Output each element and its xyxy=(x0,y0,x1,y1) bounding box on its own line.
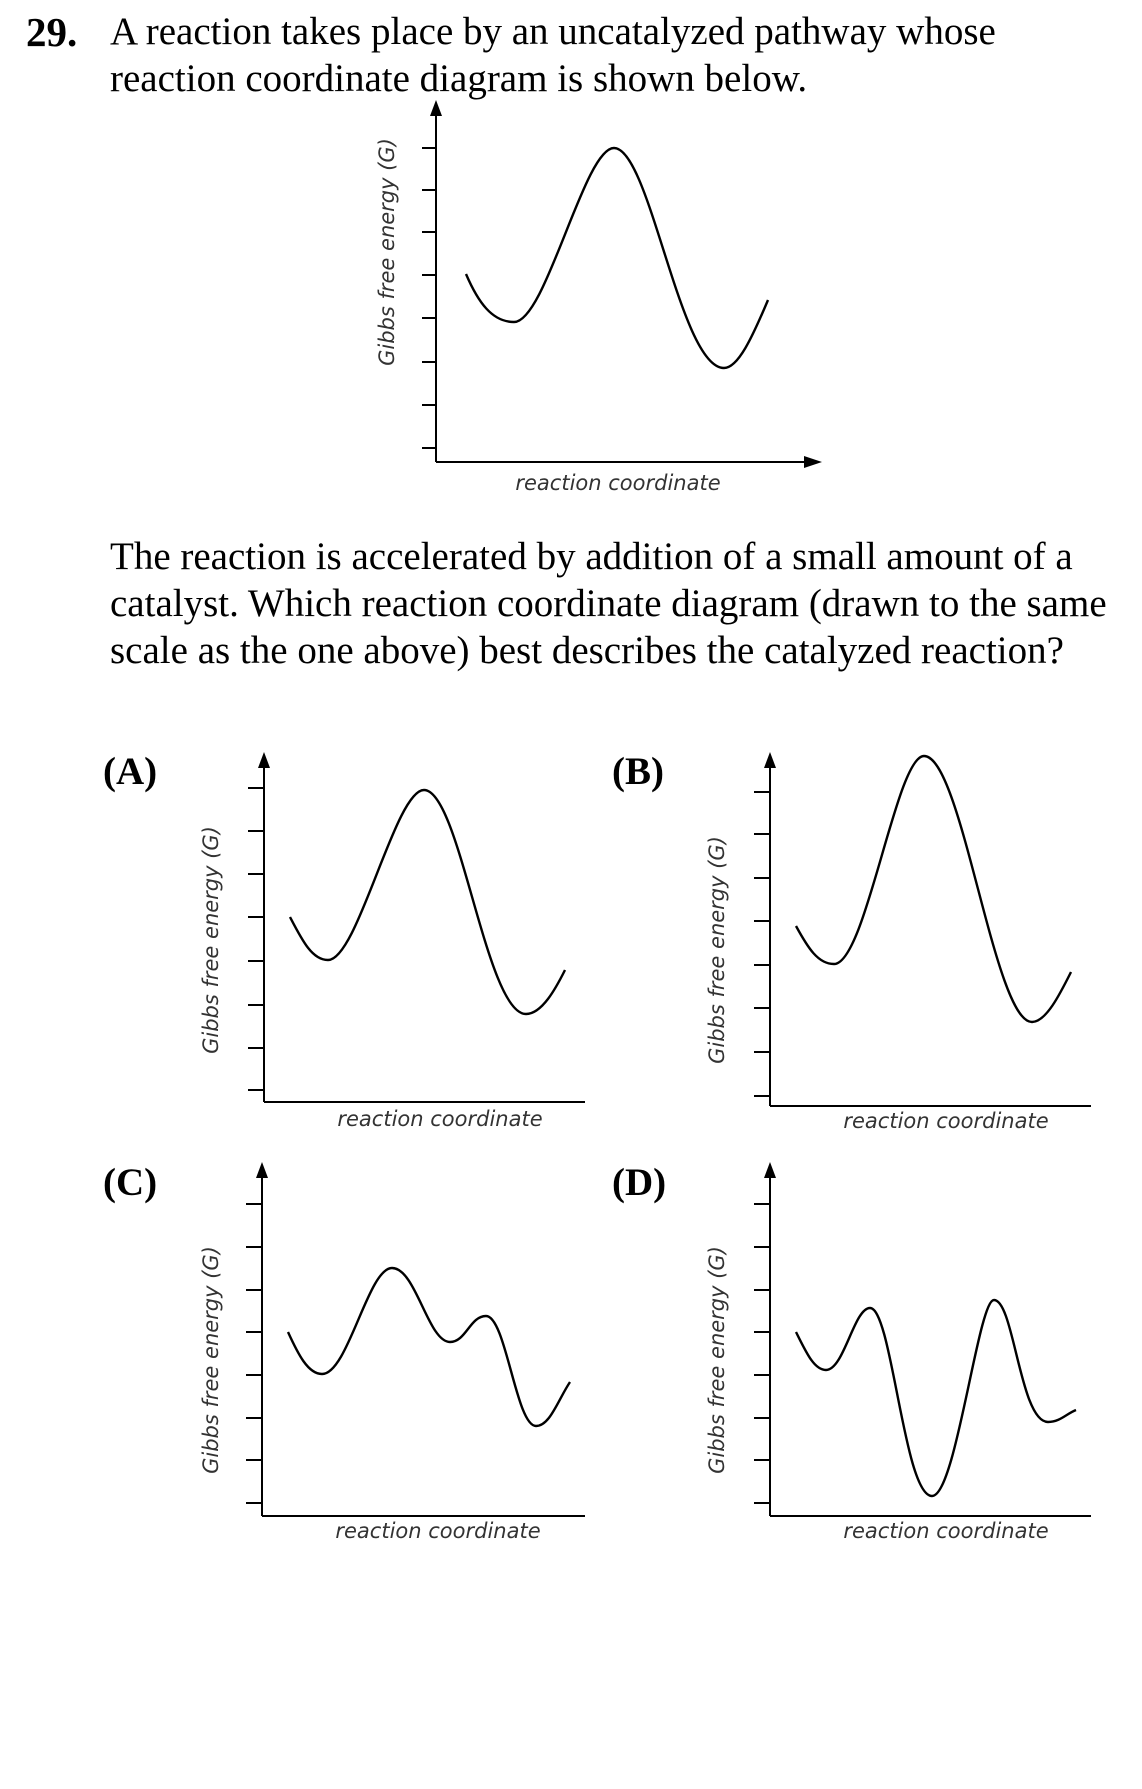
option-d-diagram: reaction coordinate Gibbs free energy (G… xyxy=(705,1162,1091,1543)
x-axis-label: reaction coordinate xyxy=(337,1107,542,1131)
y-axis-label: Gibbs free energy (G) xyxy=(705,1246,729,1474)
x-axis-label: reaction coordinate xyxy=(335,1519,540,1543)
energy-curve xyxy=(286,1266,571,1428)
option-c-diagram: reaction coordinate Gibbs free energy (G… xyxy=(199,1162,585,1543)
y-axis-arrow xyxy=(430,100,442,116)
x-axis-label: reaction coordinate xyxy=(515,471,720,495)
option-a-diagram: reaction coordinate Gibbs free energy (G… xyxy=(199,752,585,1131)
option-d-label: (D) xyxy=(612,1161,667,1204)
y-axis-label: Gibbs free energy (G) xyxy=(199,826,223,1054)
option-b-label: (B) xyxy=(612,750,664,793)
y-axis-label: Gibbs free energy (G) xyxy=(375,138,399,366)
energy-curve xyxy=(464,146,770,370)
x-axis-arrow xyxy=(804,456,822,468)
y-axis-label: Gibbs free energy (G) xyxy=(705,836,729,1064)
question-followup: The reaction is accelerated by addition … xyxy=(110,535,1107,672)
x-axis-label: reaction coordinate xyxy=(843,1519,1048,1543)
energy-curve xyxy=(794,1298,1077,1498)
x-axis-label: reaction coordinate xyxy=(843,1109,1048,1133)
uncatalyzed-diagram: reaction coordinate Gibbs free energy (G… xyxy=(375,100,822,495)
energy-curve xyxy=(288,788,567,1016)
question-number: 29. xyxy=(26,9,78,55)
y-axis-label: Gibbs free energy (G) xyxy=(199,1246,223,1474)
energy-curve xyxy=(794,754,1073,1024)
option-c-label: (C) xyxy=(103,1161,158,1204)
option-a-label: (A) xyxy=(103,750,158,793)
option-b-diagram: reaction coordinate Gibbs free energy (G… xyxy=(705,752,1091,1133)
question-stem: A reaction takes place by an uncatalyzed… xyxy=(110,10,996,100)
